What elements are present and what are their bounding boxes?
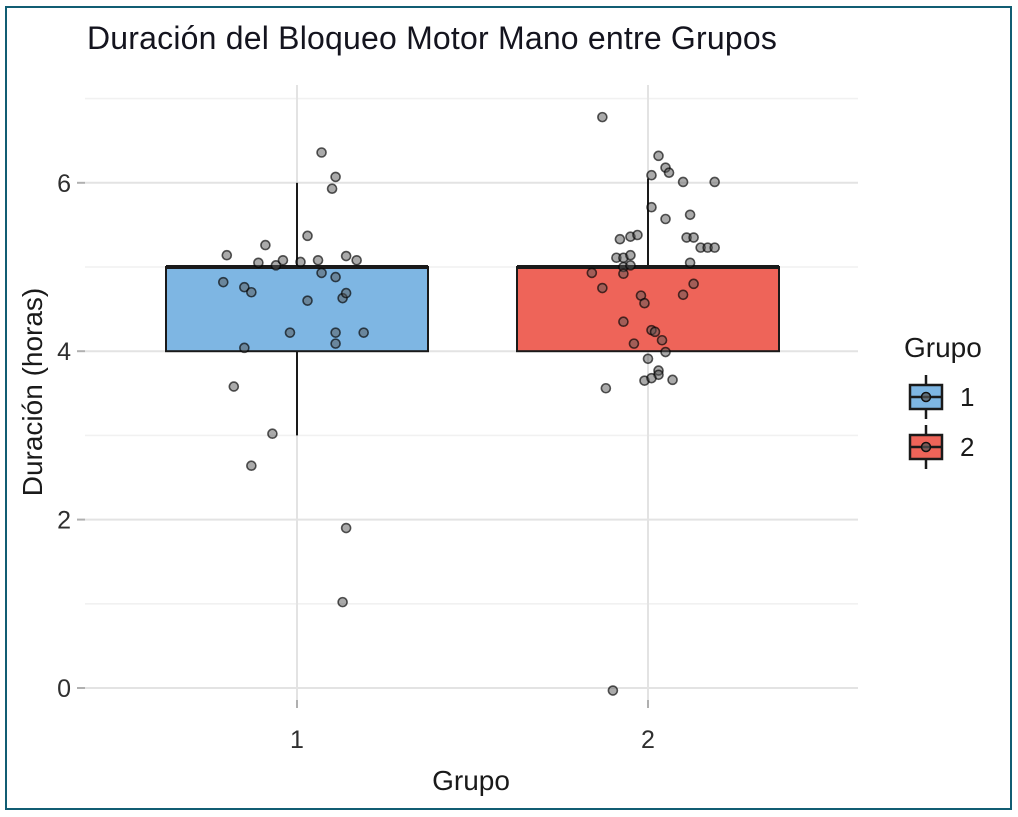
y-tick-label: 2 [57,507,71,535]
y-tick-label: 4 [57,338,71,366]
jitter-point [239,281,250,293]
jitter-point [688,232,699,243]
jitter-point [660,213,671,225]
jitter-point [597,111,608,123]
jitter-point [330,271,341,283]
jitter-point [302,230,313,242]
jitter-point [614,233,626,245]
jitter-point [649,326,661,338]
legend-entry-group1: 1 [906,374,1013,420]
jitter-point [677,176,689,188]
jitter-point [221,249,233,261]
jitter-point [316,147,327,158]
jitter-point [618,316,629,328]
jitter-point [337,596,348,608]
jitter-point [653,150,664,162]
x-tick-label: 2 [641,726,655,754]
jitter-point [597,282,608,294]
jitter-point [340,287,352,299]
jitter-point [656,334,668,346]
jitter-point [684,209,696,221]
jitter-point [330,327,341,338]
x-tick-label: 1 [290,726,304,754]
jitter-point [646,372,657,384]
jitter-point [625,249,636,261]
chart-title: Duración del Bloqueo Motor Mano entre Gr… [87,20,778,56]
jitter-point [316,267,327,279]
jitter-point [253,257,264,269]
jitter-point [312,254,324,266]
jitter-point [660,346,671,358]
jitter-point [239,342,250,354]
jitter-point [688,278,699,290]
legend-entry-group2: 2 [906,424,1013,470]
jitter-point [267,428,278,440]
jitter-point [677,289,689,301]
legend-label-group2: 2 [960,431,975,462]
jitter-point [646,169,657,181]
jitter-point [228,381,240,392]
x-axis-title: Grupo [432,765,510,796]
jitter-point [709,242,720,253]
jitter-point [217,276,229,288]
jitter-point [607,685,619,696]
box-group-1 [165,266,429,353]
box-group-2 [516,266,780,353]
jitter-point [260,239,271,251]
legend: Grupo 1 2 [898,332,1013,474]
y-axis-title: Duración (horas) [17,287,48,497]
boxplot-key-icon [908,425,944,469]
jitter-point [246,286,257,298]
jitter-point [663,167,675,178]
jitter-point [302,295,313,306]
jitter-point [709,176,720,188]
jitter-point [295,256,306,268]
jitter-point [600,382,612,394]
jitter-point [246,460,257,472]
jitter-point [642,353,654,365]
jitter-point [340,522,352,534]
jitter-point [358,327,369,338]
y-tick-label: 6 [57,170,71,198]
legend-label-group1: 1 [960,381,975,412]
jitter-point [270,260,282,271]
jitter-point [330,338,341,349]
jitter-point [351,254,362,266]
jitter-point [326,183,338,194]
jitter-point [628,338,640,349]
jitter-point [639,297,650,309]
jitter-point [625,260,636,271]
jitter-point [340,250,352,262]
jitter-point [277,254,289,266]
jitter-point [632,229,643,241]
jitter-point [586,267,598,279]
jitter-point [667,374,678,386]
legend-title: Grupo [904,332,982,363]
y-tick-label: 0 [57,675,71,703]
boxplot-key-icon [908,375,944,419]
jitter-point [330,171,341,183]
jitter-point [618,268,629,280]
jitter-point [646,201,657,213]
jitter-point [684,257,696,269]
jitter-point [284,327,296,338]
